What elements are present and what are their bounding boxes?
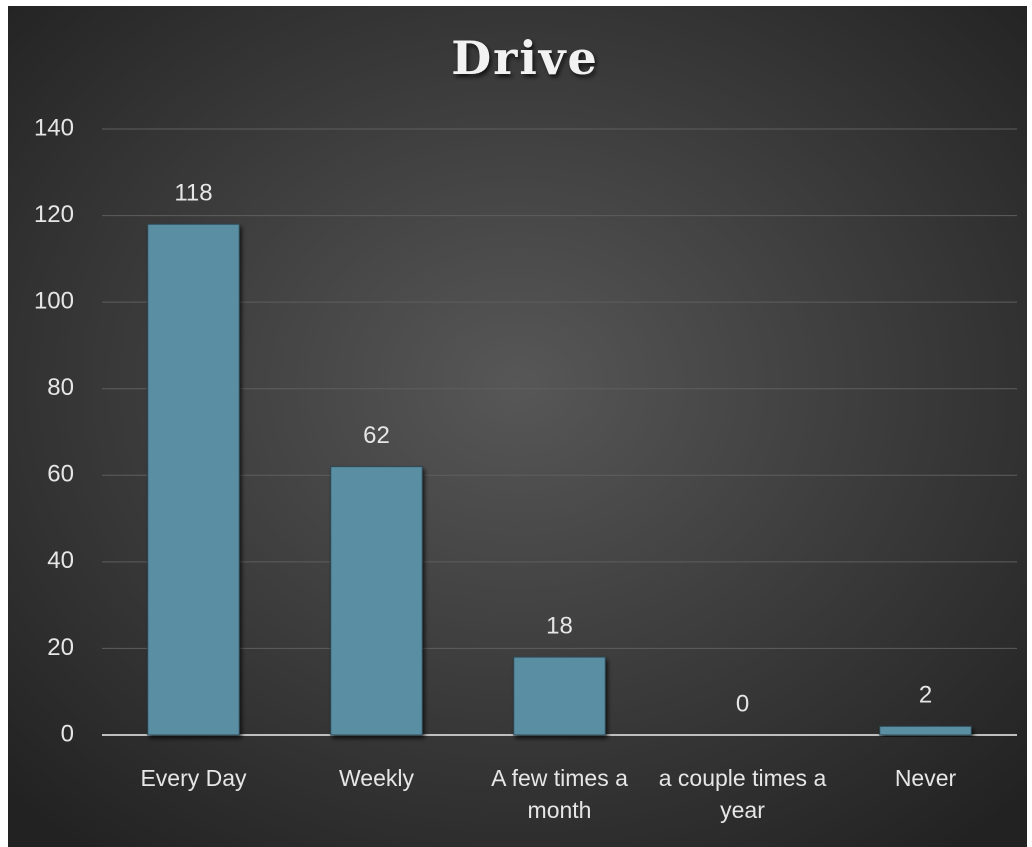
x-tick-label: a couple times a year xyxy=(658,765,827,823)
bar xyxy=(147,223,240,736)
y-tick-label: 120 xyxy=(34,201,74,228)
bar xyxy=(330,466,423,736)
data-label: 18 xyxy=(546,612,573,639)
x-tick-label: Never xyxy=(894,765,957,791)
bar xyxy=(879,725,972,736)
x-tick-label: Every Day xyxy=(140,765,247,791)
y-tick-label: 20 xyxy=(47,634,74,661)
x-tick-label-box: Every Day xyxy=(140,765,247,791)
bar xyxy=(513,656,606,736)
chart-title: Drive xyxy=(451,31,599,85)
data-label: 118 xyxy=(174,180,212,207)
y-tick-label: 60 xyxy=(47,461,74,488)
data-label: 0 xyxy=(736,690,749,717)
data-label: 62 xyxy=(363,422,390,449)
x-tick-label-box: Never xyxy=(894,765,957,791)
x-tick-label: Weekly xyxy=(339,765,414,791)
y-tick-label: 40 xyxy=(47,547,74,574)
y-tick-label: 140 xyxy=(34,114,74,141)
x-tick-label-box: a couple times a year xyxy=(658,765,827,823)
y-tick-label: 0 xyxy=(61,720,74,747)
y-tick-label: 80 xyxy=(47,374,74,401)
y-tick-label: 100 xyxy=(34,287,74,314)
data-label: 2 xyxy=(919,682,932,709)
x-tick-label-box: Weekly xyxy=(339,765,414,791)
x-tick-label-box: A few times a month xyxy=(491,765,628,823)
x-tick-label: A few times a month xyxy=(491,765,628,823)
